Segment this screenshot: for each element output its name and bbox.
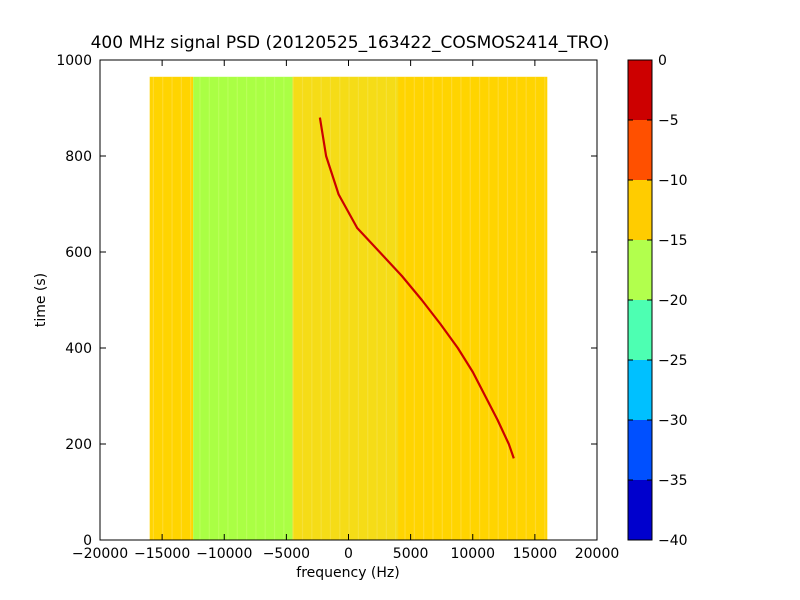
colorbar-tick-label: −15 <box>658 233 688 249</box>
texture-stripe <box>348 76 350 541</box>
x-tick-label: 0 <box>344 546 353 562</box>
x-tick-label: 20000 <box>575 546 620 562</box>
texture-stripe <box>329 76 332 541</box>
y-tick-label: 800 <box>65 149 92 165</box>
texture-stripe <box>227 76 229 541</box>
texture-stripe <box>236 76 238 541</box>
texture-stripe <box>152 76 155 541</box>
axis-ticks: −20000 −15000 −10000 −5000 0 5000 10000 15000 20… <box>56 53 619 562</box>
colorbar-tick-label: −35 <box>658 473 688 489</box>
texture-stripe <box>301 76 304 541</box>
colorbar-tick-label: 0 <box>658 53 667 69</box>
texture-stripe <box>488 76 490 541</box>
plot-area <box>99 59 598 541</box>
y-tick-label: 200 <box>65 437 92 453</box>
texture-stripe <box>432 76 434 541</box>
texture-stripe <box>460 76 462 541</box>
heatmap-region <box>149 76 194 541</box>
texture-stripe <box>525 76 527 541</box>
colorbar-tick-label: −20 <box>658 293 688 309</box>
colorbar-tick-label: −5 <box>658 113 679 129</box>
y-tick-label: 0 <box>83 533 92 549</box>
x-tick-label: 5000 <box>393 546 429 562</box>
texture-stripe <box>208 76 210 541</box>
colorbar-segment <box>628 420 652 480</box>
texture-stripe <box>376 76 378 541</box>
texture-stripe <box>171 76 173 541</box>
y-tick-label: 1000 <box>56 53 92 69</box>
transition-band <box>292 76 399 541</box>
texture-stripe <box>264 76 266 541</box>
texture-stripe <box>367 76 369 541</box>
y-tick-label: 600 <box>65 245 92 261</box>
y-tick-label: 400 <box>65 341 92 357</box>
texture-stripe <box>534 76 537 541</box>
heatmap-texture <box>152 76 546 541</box>
texture-stripe <box>339 76 341 541</box>
texture-stripe <box>162 76 164 541</box>
x-tick-label: 10000 <box>450 546 495 562</box>
texture-stripe <box>190 76 192 541</box>
texture-stripe <box>292 76 294 541</box>
colorbar-segment <box>628 60 652 120</box>
colorbar-tick-label: −25 <box>658 353 688 369</box>
texture-stripe <box>180 76 182 541</box>
signal-trace <box>318 117 515 459</box>
colorbar-tick-label: −40 <box>658 533 688 549</box>
texture-stripe <box>245 76 248 541</box>
texture-stripe <box>497 76 499 541</box>
colorbar-segment <box>628 240 652 300</box>
texture-stripe <box>441 76 443 541</box>
colorbar-segment <box>628 360 652 420</box>
texture-stripe <box>506 76 509 541</box>
texture-stripe <box>423 76 425 541</box>
texture-stripe <box>255 76 257 541</box>
texture-stripe <box>451 76 453 541</box>
texture-stripe <box>357 76 360 541</box>
texture-stripe <box>469 76 471 541</box>
colorbar-tick-label: −10 <box>658 173 688 189</box>
colorbar-tick-label: −30 <box>658 413 688 429</box>
texture-stripe <box>395 76 397 541</box>
colorbar-segment <box>628 120 652 180</box>
heatmap-region <box>193 76 293 541</box>
x-tick-label: 15000 <box>513 546 558 562</box>
colorbar: −40 −35 −30 −25 −20 −15 −10 −5 0 <box>627 53 688 549</box>
x-tick-label: −20000 <box>72 546 128 562</box>
texture-stripe <box>311 76 313 541</box>
x-tick-label: −15000 <box>134 546 190 562</box>
heatmap-region <box>292 76 548 541</box>
texture-stripe <box>218 76 220 541</box>
colorbar-segment <box>628 180 652 240</box>
texture-stripe <box>199 76 201 541</box>
texture-stripe <box>404 76 406 541</box>
texture-stripe <box>283 76 285 541</box>
texture-stripe <box>516 76 518 541</box>
x-tick-label: −10000 <box>196 546 252 562</box>
texture-stripe <box>385 76 387 541</box>
colorbar-segment <box>628 300 652 360</box>
texture-stripe <box>320 76 322 541</box>
chart-title: 400 MHz signal PSD (20120525_163422_COSM… <box>91 33 610 53</box>
texture-stripe <box>544 76 546 541</box>
colorbar-segment <box>628 480 652 540</box>
x-axis-label: frequency (Hz) <box>296 565 399 581</box>
texture-stripe <box>273 76 276 541</box>
y-axis-label: time (s) <box>33 273 49 327</box>
texture-stripe <box>478 76 481 541</box>
texture-stripe <box>413 76 415 541</box>
x-tick-label: −5000 <box>263 546 310 562</box>
